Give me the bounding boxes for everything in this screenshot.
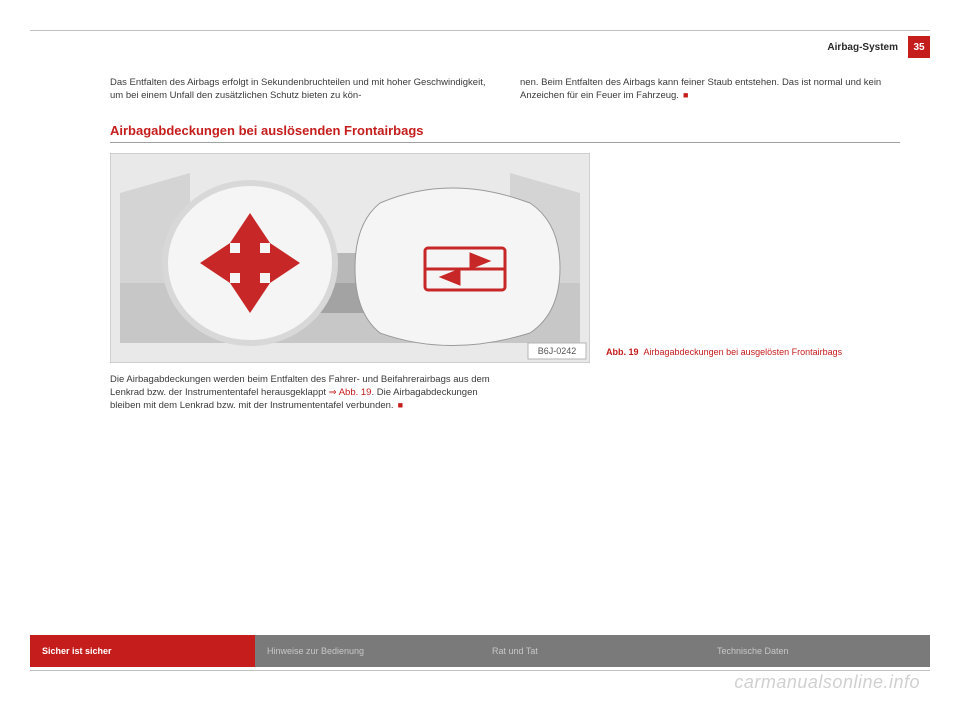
figure-reference-link: ⇒ Abb. 19 (329, 387, 372, 398)
section-end-mark: ■ (679, 90, 688, 100)
svg-text:B6J-0242: B6J-0242 (538, 346, 577, 356)
intro-paragraph-right: nen. Beim Entfalten des Airbags kann fei… (520, 76, 900, 103)
watermark-text: carmanualsonline.info (734, 672, 920, 693)
intro-paragraph-left: Das Entfalten des Airbags erfolgt in Sek… (110, 76, 490, 103)
section-end-mark: ■ (394, 400, 403, 410)
section-heading: Airbagabdeckungen bei auslösenden Fronta… (110, 123, 900, 138)
footer-tab-advice[interactable]: Rat und Tat (480, 635, 705, 667)
header-section-title: Airbag-System (827, 42, 898, 53)
page-number: 35 (908, 36, 930, 58)
figure-caption: Abb. 19 Airbagabdeckungen bei ausgelöste… (606, 347, 842, 363)
footer-tab-operation[interactable]: Hinweise zur Bedienung (255, 635, 480, 667)
section-divider (110, 142, 900, 143)
figure-airbag-illustration: B6J-0242 (110, 153, 590, 363)
footer-tabs: Sicher ist sicher Hinweise zur Bedienung… (30, 635, 930, 667)
footer-tab-technical[interactable]: Technische Daten (705, 635, 930, 667)
body-paragraph: Die Airbagabdeckungen werden beim Entfal… (110, 373, 490, 413)
footer-tab-safety[interactable]: Sicher ist sicher (30, 635, 255, 667)
